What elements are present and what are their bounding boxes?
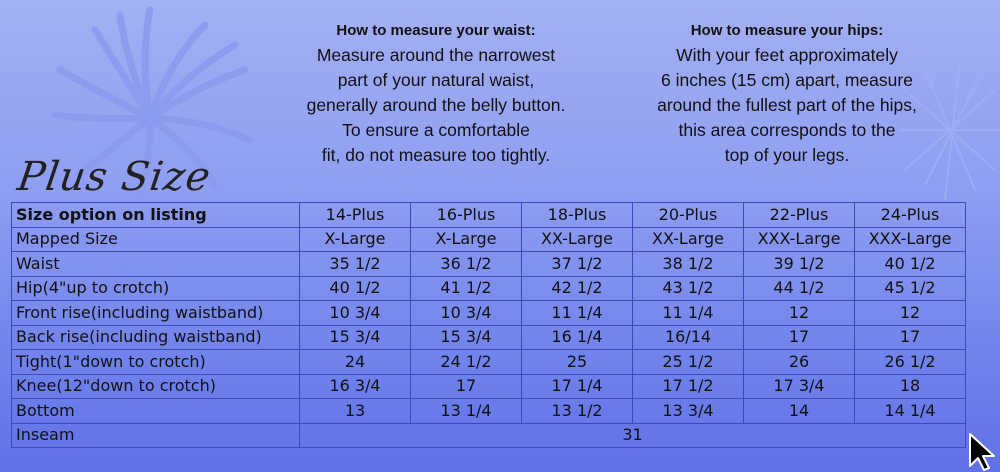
waist-instruction-line: fit, do not measure too tightly. — [321, 145, 551, 165]
cell-value: 40 1/2 — [299, 275, 411, 301]
row-label: Hip(4"up to crotch) — [11, 275, 300, 301]
cell-value: 13 1/4 — [410, 398, 522, 424]
cell-value: 17 1/4 — [521, 373, 633, 399]
cell-value: 25 1/2 — [632, 349, 744, 375]
plus-size-title: Plus Size — [14, 154, 214, 200]
table-row: Hip(4"up to crotch) 40 1/2 41 1/2 42 1/2… — [11, 275, 966, 301]
cell-value: 16 3/4 — [299, 373, 411, 399]
waist-instructions-title: How to measure your waist: — [336, 22, 536, 39]
cell-value: X-Large — [299, 226, 411, 252]
row-label: Tight(1"down to crotch) — [11, 349, 300, 375]
waist-instruction-line: Measure around the narrowest — [316, 45, 556, 65]
cell-value: 12 — [743, 300, 855, 326]
table-row-inseam: Inseam 31 — [11, 422, 966, 448]
waist-instruction-line: To ensure a comfortable — [342, 120, 530, 140]
header-label: Size option on listing — [11, 202, 300, 228]
cell-value: 40 1/2 — [854, 251, 966, 277]
cell-value: 26 — [743, 349, 855, 375]
cell-value: XX-Large — [632, 226, 744, 252]
hips-instructions: How to measure your hips: With your feet… — [612, 18, 962, 168]
cell-value: 10 3/4 — [299, 300, 411, 326]
header-size: 24-Plus — [854, 202, 966, 228]
hips-instruction-line: With your feet approximately — [676, 45, 898, 65]
cell-value: 14 1/4 — [854, 398, 966, 424]
cell-value: 36 1/2 — [410, 251, 522, 277]
cell-value: XXX-Large — [743, 226, 855, 252]
hips-instruction-line: this area corresponds to the — [678, 120, 896, 140]
cell-value: 16 1/4 — [521, 324, 633, 350]
cell-value: 38 1/2 — [632, 251, 744, 277]
cell-value: 43 1/2 — [632, 275, 744, 301]
cell-value: 26 1/2 — [854, 349, 966, 375]
mouse-pointer-icon — [969, 433, 995, 471]
row-label: Back rise(including waistband) — [11, 324, 300, 350]
table-row: Bottom 13 13 1/4 13 1/2 13 3/4 14 14 1/4 — [11, 398, 966, 424]
cell-value: 45 1/2 — [854, 275, 966, 301]
cell-value: 41 1/2 — [410, 275, 522, 301]
inseam-value: 31 — [299, 422, 966, 448]
cell-value: 37 1/2 — [521, 251, 633, 277]
table-row: Knee(12"down to crotch) 16 3/4 17 17 1/4… — [11, 373, 966, 399]
hips-instruction-line: around the fullest part of the hips, — [657, 95, 917, 115]
cell-value: 16/14 — [632, 324, 744, 350]
cell-value: 17 — [410, 373, 522, 399]
cell-value: 15 3/4 — [299, 324, 411, 350]
size-chart-table: Size option on listing 14-Plus 16-Plus 1… — [11, 202, 966, 448]
cell-value: XXX-Large — [854, 226, 966, 252]
cell-value: 18 — [854, 373, 966, 399]
cell-value: 13 — [299, 398, 411, 424]
table-row: Tight(1"down to crotch) 24 24 1/2 25 25 … — [11, 349, 966, 375]
row-label: Bottom — [11, 398, 300, 424]
cell-value: 13 1/2 — [521, 398, 633, 424]
header-size: 18-Plus — [521, 202, 633, 228]
row-label: Mapped Size — [11, 226, 300, 252]
cell-value: 13 3/4 — [632, 398, 744, 424]
cell-value: X-Large — [410, 226, 522, 252]
row-label: Knee(12"down to crotch) — [11, 373, 300, 399]
hips-instruction-line: 6 inches (15 cm) apart, measure — [661, 70, 913, 90]
cell-value: 17 1/2 — [632, 373, 744, 399]
cell-value: 39 1/2 — [743, 251, 855, 277]
table-row: Front rise(including waistband) 10 3/4 1… — [11, 300, 966, 326]
cell-value: 35 1/2 — [299, 251, 411, 277]
hips-instructions-title: How to measure your hips: — [690, 22, 884, 39]
cell-value: 42 1/2 — [521, 275, 633, 301]
waist-instruction-line: generally around the belly button. — [306, 95, 566, 115]
cell-value: 24 — [299, 349, 411, 375]
table-row: Back rise(including waistband) 15 3/4 15… — [11, 324, 966, 350]
cell-value: 15 3/4 — [410, 324, 522, 350]
header-size: 22-Plus — [743, 202, 855, 228]
cell-value: 14 — [743, 398, 855, 424]
cell-value: 12 — [854, 300, 966, 326]
waist-instruction-line: part of your natural waist, — [337, 70, 535, 90]
cell-value: 10 3/4 — [410, 300, 522, 326]
cell-value: 17 — [743, 324, 855, 350]
table-row: Mapped Size X-Large X-Large XX-Large XX-… — [11, 226, 966, 252]
row-label: Front rise(including waistband) — [11, 300, 300, 326]
waist-instructions: How to measure your waist: Measure aroun… — [266, 18, 606, 168]
header-size: 20-Plus — [632, 202, 744, 228]
cell-value: XX-Large — [521, 226, 633, 252]
row-label: Waist — [11, 251, 300, 277]
cell-value: 17 3/4 — [743, 373, 855, 399]
table-header-row: Size option on listing 14-Plus 16-Plus 1… — [11, 202, 966, 228]
header-size: 16-Plus — [410, 202, 522, 228]
cell-value: 25 — [521, 349, 633, 375]
header-size: 14-Plus — [299, 202, 411, 228]
star-burst-icon — [900, 59, 1000, 201]
cell-value: 17 — [854, 324, 966, 350]
cell-value: 11 1/4 — [632, 300, 744, 326]
cell-value: 44 1/2 — [743, 275, 855, 301]
cell-value: 24 1/2 — [410, 349, 522, 375]
table-row: Waist 35 1/2 36 1/2 37 1/2 38 1/2 39 1/2… — [11, 251, 966, 277]
cell-value: 11 1/4 — [521, 300, 633, 326]
row-label: Inseam — [11, 422, 300, 448]
hips-instruction-line: top of your legs. — [724, 145, 850, 165]
